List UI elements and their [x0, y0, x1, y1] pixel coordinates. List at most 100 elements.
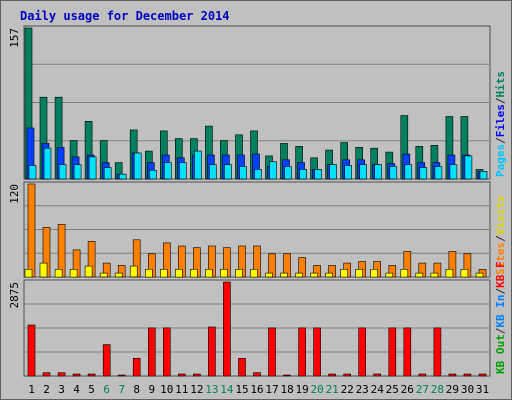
bar-visits-day-2 [39, 262, 48, 278]
bar-kb-f-day-19 [298, 327, 306, 377]
chart-title: Daily usage for December 2014 [20, 9, 230, 23]
bar-pages-day-20 [314, 169, 322, 180]
x-day-label: 31 [476, 383, 489, 396]
x-day-label: 12 [190, 383, 203, 396]
x-day-label: 30 [461, 383, 474, 396]
bar-kb-f-day-23 [358, 327, 367, 377]
x-day-label: 29 [446, 383, 459, 396]
bar-pages-day-6 [103, 167, 112, 180]
bar-pages-day-5 [88, 156, 97, 180]
x-day-label: 23 [356, 383, 369, 396]
legend-label: / [494, 288, 507, 295]
bar-kb-f-day-30 [463, 373, 472, 377]
bar-visits-day-22 [340, 268, 349, 278]
legend-label: KB Out [494, 334, 507, 374]
bar-kb-f-day-17 [268, 327, 276, 377]
legend-label: KB In [494, 295, 507, 328]
bar-pages-day-23 [359, 164, 368, 180]
x-day-label: 13 [205, 383, 218, 396]
legend-label: / [494, 97, 507, 104]
bar-kb-f-day-2 [42, 372, 51, 377]
bar-kb-f-day-18 [283, 374, 291, 377]
x-day-label: 25 [386, 383, 399, 396]
x-day-label: 19 [295, 383, 308, 396]
bar-kb-f-day-20 [313, 327, 321, 377]
x-day-label: 15 [235, 383, 248, 396]
legend-label: / [494, 235, 507, 242]
x-day-label: 21 [326, 383, 339, 396]
x-day-label: 5 [88, 383, 95, 396]
bar-kb-f-day-3 [57, 372, 66, 377]
bar-visits-day-6 [99, 272, 108, 278]
bar-visits-day-27 [415, 272, 424, 278]
x-day-label: 17 [265, 383, 278, 396]
bar-visits-day-15 [235, 268, 243, 278]
bar-kb-f-day-8 [132, 357, 141, 377]
bar-visits-day-28 [430, 272, 439, 278]
bar-visits-day-23 [355, 268, 364, 278]
x-day-label: 2 [43, 383, 50, 396]
bar-visits-day-20 [310, 272, 318, 278]
bar-kb-f-day-1 [27, 324, 36, 377]
x-day-label: 6 [103, 383, 110, 396]
bar-pages-day-21 [329, 164, 337, 180]
bar-visits-day-3 [54, 268, 63, 278]
bar-visits-day-25 [385, 272, 394, 278]
bar-pages-day-12 [194, 150, 202, 180]
bar-kb-f-day-22 [343, 373, 352, 377]
x-day-label: 24 [371, 383, 385, 396]
legend-label: / [494, 137, 507, 144]
legend-label: Sites [494, 242, 507, 275]
bar-pages-day-25 [389, 166, 398, 180]
bar-kb-f-day-25 [388, 327, 397, 377]
x-day-label: 22 [341, 383, 354, 396]
panel-2: 120 Sites/Visits [8, 181, 507, 278]
bar-visits-day-17 [265, 272, 273, 278]
legend-label: Visits [494, 196, 507, 236]
bar-visits-day-26 [400, 268, 409, 278]
x-day-label: 28 [431, 383, 444, 396]
bar-kb-f-day-4 [72, 373, 81, 377]
bar-kb-f-day-16 [253, 372, 261, 377]
bar-pages-day-16 [254, 169, 262, 180]
bar-pages-day-8 [133, 152, 142, 180]
bar-visits-day-14 [220, 268, 228, 278]
bar-kb-f-day-6 [102, 344, 111, 377]
bar-pages-day-30 [464, 155, 473, 180]
bar-kb-f-day-28 [433, 327, 442, 377]
x-day-label: 8 [133, 383, 140, 396]
bar-kb-f-day-26 [403, 327, 412, 377]
bar-pages-day-2 [43, 147, 52, 180]
bar-pages-day-26 [404, 164, 413, 180]
bar-visits-day-5 [84, 265, 93, 278]
x-day-label: 9 [148, 383, 155, 396]
panel-legend: KB Out/KB In/KB F [494, 261, 507, 374]
y-max-label: 2875 [8, 282, 21, 309]
bar-visits-day-4 [69, 268, 78, 278]
bar-pages-day-18 [284, 166, 292, 180]
bar-kb-f-day-13 [208, 326, 216, 377]
x-day-label: 18 [280, 383, 293, 396]
bar-kb-f-day-27 [418, 373, 427, 377]
bar-visits-day-8 [129, 265, 138, 278]
x-day-label: 20 [310, 383, 323, 396]
bar-visits-day-10 [160, 268, 168, 278]
bar-kb-f-day-24 [373, 373, 382, 377]
bar-pages-day-9 [149, 170, 157, 180]
bar-pages-day-27 [419, 167, 428, 180]
bar-pages-day-7 [118, 173, 127, 180]
bar-pages-day-29 [449, 164, 458, 180]
x-day-label: 16 [250, 383, 263, 396]
bar-visits-day-24 [370, 268, 379, 278]
bar-pages-day-3 [58, 164, 67, 180]
bar-visits-day-7 [114, 272, 123, 278]
bar-pages-day-28 [434, 166, 443, 180]
bar-kb-f-day-21 [328, 373, 336, 377]
x-day-label: 11 [175, 383, 188, 396]
bar-kb-f-day-15 [238, 357, 246, 377]
x-day-label: 1 [28, 383, 35, 396]
bar-kb-f-day-12 [193, 373, 201, 377]
